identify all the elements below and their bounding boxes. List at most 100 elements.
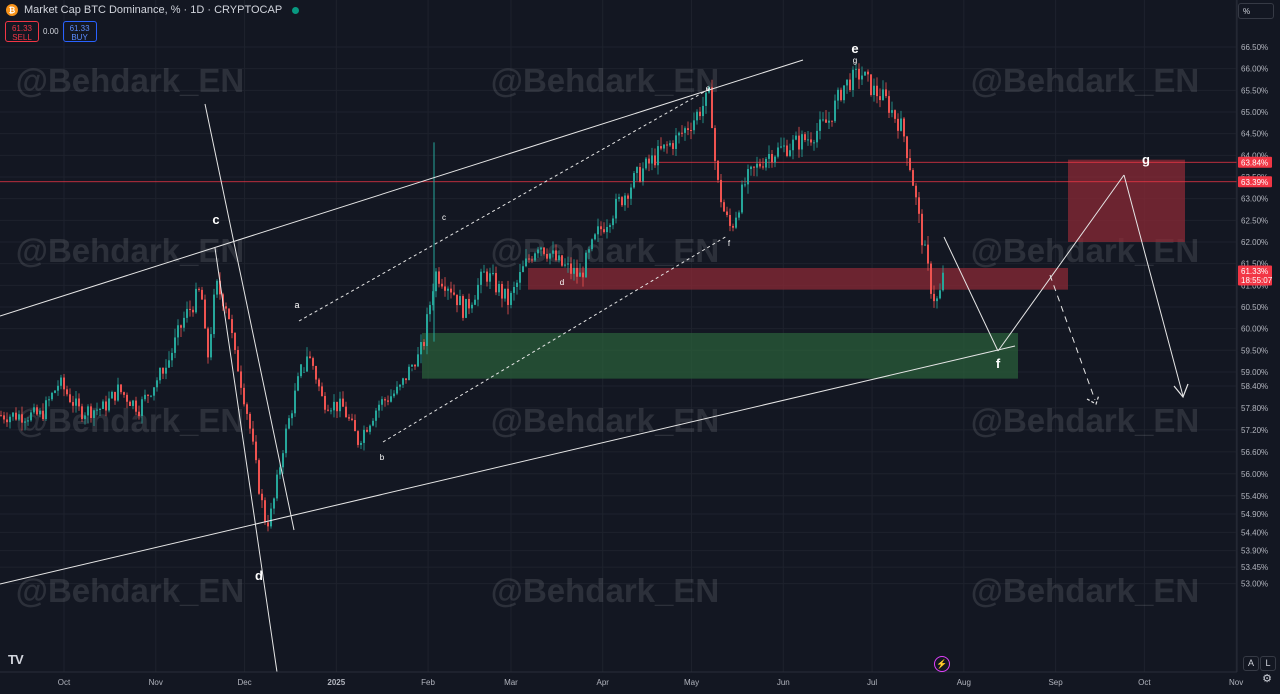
candle-body <box>474 299 476 305</box>
candle-body <box>87 406 89 416</box>
candle-body <box>225 306 227 309</box>
candle-body <box>585 252 587 278</box>
candle-body <box>291 413 293 419</box>
chart-header: ₿ Market Cap BTC Dominance, % · 1D · CRY… <box>6 4 300 16</box>
candle-body <box>504 288 506 299</box>
candle-body <box>855 68 857 70</box>
candle-body <box>564 264 566 266</box>
candle-body <box>426 314 428 347</box>
lightning-alert-icon[interactable]: ⚡ <box>934 656 950 672</box>
buy-button[interactable]: 61.33 BUY <box>62 21 97 42</box>
candle-body <box>66 389 68 395</box>
inner-channel-upper-line <box>298 87 712 322</box>
candle-body <box>471 304 473 309</box>
candle-body <box>906 136 908 159</box>
candle-body <box>828 120 830 123</box>
candle-body <box>789 150 791 156</box>
scale-unit-button[interactable]: % <box>1238 3 1274 19</box>
watermark-text: @Behdark_EN <box>16 62 244 99</box>
candle-body <box>918 197 920 214</box>
candle-body <box>639 167 641 182</box>
candle-body <box>321 386 323 397</box>
candle-body <box>813 142 815 144</box>
candle-body <box>852 69 854 91</box>
candle-body <box>591 239 593 250</box>
y-tick-label: 64.00% <box>1241 151 1268 160</box>
candle-body <box>867 71 869 75</box>
candle-body <box>342 398 344 407</box>
candle-body <box>405 378 407 381</box>
candle-body <box>21 414 23 423</box>
symbol-title[interactable]: Market Cap BTC Dominance, % · 1D · CRYPT… <box>24 4 283 16</box>
candle-body <box>642 168 644 182</box>
candle-body <box>201 289 203 300</box>
candle-body <box>141 399 143 417</box>
candle-body <box>24 421 26 423</box>
candle-body <box>819 119 821 131</box>
candle-body <box>879 96 881 101</box>
candle-body <box>801 134 803 150</box>
y-tick-label: 66.00% <box>1241 65 1268 74</box>
watermark-text: @Behdark_EN <box>16 232 244 269</box>
candle-body <box>459 296 461 306</box>
y-tick-label: 58.40% <box>1241 382 1268 391</box>
watermark-text: @Behdark_EN <box>16 402 244 439</box>
candle-body <box>705 92 707 106</box>
candle-body <box>609 225 611 227</box>
candle-body <box>162 367 164 374</box>
candle-body <box>489 273 491 282</box>
wave-label: d <box>560 278 564 287</box>
candle-body <box>807 139 809 141</box>
candle-body <box>597 226 599 235</box>
candle-body <box>411 364 413 367</box>
inner-channel-lower-line <box>382 235 728 443</box>
watermark-text: @Behdark_EN <box>491 572 719 609</box>
candle-body <box>804 134 806 141</box>
candle-body <box>909 158 911 171</box>
candle-body <box>861 75 863 80</box>
x-tick-label: Feb <box>421 678 435 687</box>
price-label: 63.84% <box>1241 158 1268 167</box>
buy-price: 61.33 <box>69 24 90 33</box>
tradingview-logo-icon[interactable]: TV <box>8 652 24 667</box>
candle-body <box>567 263 569 265</box>
candle-body <box>351 418 353 421</box>
candle-body <box>465 298 467 318</box>
watermark-text: @Behdark_EN <box>971 572 1199 609</box>
wave-label: a <box>294 300 299 310</box>
y-tick-label: 60.00% <box>1241 325 1268 334</box>
bitcoin-logo-icon: ₿ <box>6 4 18 16</box>
candle-body <box>765 158 767 168</box>
candle-body <box>711 87 713 129</box>
candle-body <box>618 197 620 199</box>
y-tick-label: 64.50% <box>1241 130 1268 139</box>
candle-body <box>657 146 659 166</box>
candle-body <box>297 376 299 391</box>
watermark-text: @Behdark_EN <box>16 572 244 609</box>
candle-body <box>486 271 488 282</box>
candle-body <box>837 89 839 101</box>
sell-button[interactable]: 61.33 SELL <box>5 21 39 42</box>
candle-body <box>234 333 236 351</box>
candle-body <box>498 284 500 293</box>
candle-body <box>111 391 113 399</box>
candle-body <box>615 198 617 219</box>
candle-body <box>360 442 362 445</box>
candle-body <box>843 85 845 101</box>
candle-body <box>33 407 35 413</box>
x-tick-label: Apr <box>596 678 609 687</box>
auto-scale-button[interactable]: A <box>1243 656 1259 671</box>
candle-body <box>69 394 71 403</box>
settings-gear-icon[interactable]: ⚙ <box>1262 673 1272 685</box>
candle-body <box>525 258 527 267</box>
candle-body <box>228 308 230 320</box>
candle-body <box>51 392 53 400</box>
log-scale-button[interactable]: L <box>1260 656 1276 671</box>
candle-body <box>93 410 95 418</box>
watermark-text: @Behdark_EN <box>971 62 1199 99</box>
candle-body <box>306 356 308 372</box>
candle-body <box>528 258 530 260</box>
candle-body <box>102 401 104 409</box>
